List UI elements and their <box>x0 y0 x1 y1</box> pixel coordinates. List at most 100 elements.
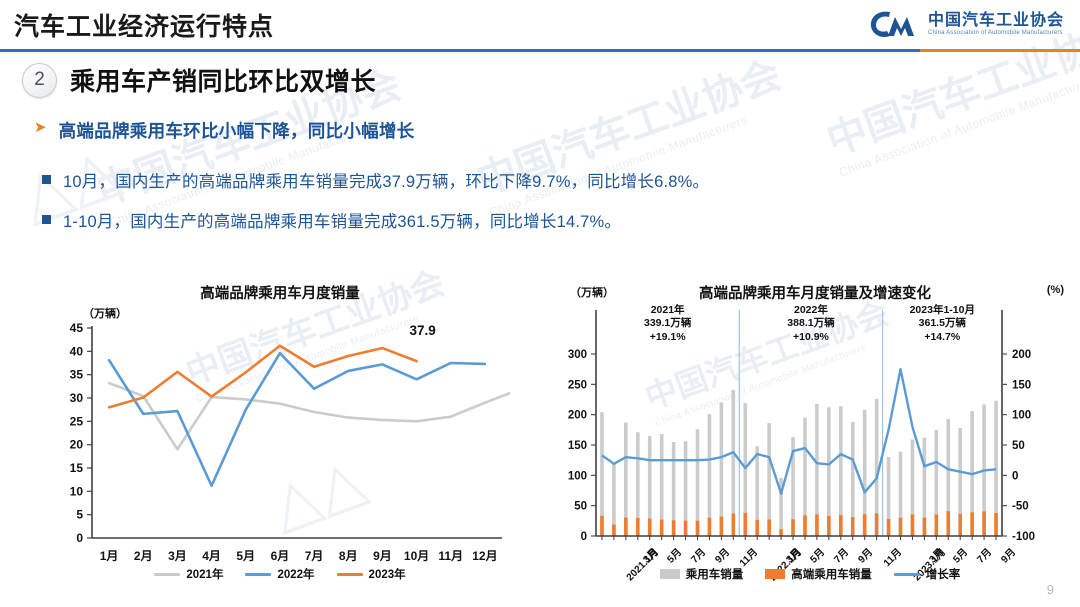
bar-passenger-sales <box>827 407 831 536</box>
bullet-item: 1-10月，国内生产的高端品牌乘用车销量完成361.5万辆，同比增长14.7%。 <box>42 208 621 232</box>
right-chart-y-tick-left: 50 <box>574 501 587 513</box>
legend-item[interactable]: 增长率 <box>893 566 961 582</box>
left-chart-title: 高端品牌乘用车月度销量 <box>200 286 360 302</box>
right-chart-y-tick-left: 250 <box>568 379 587 391</box>
right-chart-y-tick-right: 150 <box>1012 379 1031 391</box>
bar-premium-sales <box>695 520 700 536</box>
right-chart-y-tick-right: -50 <box>1012 501 1029 513</box>
legend-item[interactable]: 乘用车销量 <box>659 566 744 582</box>
legend-item[interactable]: 2023年 <box>336 566 406 582</box>
bar-premium-sales <box>803 515 807 536</box>
bar-passenger-sales <box>839 406 843 536</box>
left-chart-y-tick: 25 <box>70 414 84 428</box>
bar-premium-sales <box>862 514 867 536</box>
bar-passenger-sales <box>874 398 879 536</box>
left-chart-x-tick: 9月 <box>373 549 392 563</box>
legend-item[interactable]: 2021年 <box>154 566 223 582</box>
right-chart-plot: 0 50 100 150 200 250 300 -100 -50 0 50 100 150 200 <box>568 310 1035 543</box>
bar-premium-sales <box>791 519 795 536</box>
square-bullet-icon <box>42 215 51 224</box>
right-chart-title: 高端品牌乘用车月度销量及增速变化 <box>699 286 931 302</box>
annotation-line: 361.5万辆 <box>918 317 966 330</box>
legend-swatch-icon <box>336 572 363 576</box>
header-divider <box>0 49 1080 52</box>
section-heading: 2 乘用车产销同比环比双增长 <box>22 62 376 98</box>
left-chart-x-tick: 6月 <box>271 549 290 563</box>
annotation-line: 2022年 <box>794 304 828 316</box>
right-chart-y-tick-right: -100 <box>1012 531 1035 543</box>
bar-premium-sales <box>755 519 759 536</box>
bar-passenger-sales <box>600 412 604 536</box>
bar-premium-sales <box>659 519 664 536</box>
legend-label: 2021年 <box>186 569 224 581</box>
right-chart-y-tick-right: 200 <box>1012 349 1031 361</box>
year-summary-annotation: 2023年1-10月 361.5万辆 +14.7% <box>882 304 1002 344</box>
left-chart-y-tick: 30 <box>70 391 84 405</box>
caam-logo-main: 中国汽车工业协会 <box>927 12 1064 29</box>
bar-passenger-sales <box>647 435 652 536</box>
left-chart-y-tick: 15 <box>70 461 84 475</box>
bar-passenger-sales <box>779 477 783 536</box>
right-chart-y-tick-left: 150 <box>568 440 587 452</box>
lead-bullet: ➤ 高端品牌乘用车环比小幅下降，同比小幅增长 <box>34 118 415 143</box>
bar-passenger-sales <box>767 423 771 536</box>
bar-premium-sales <box>994 513 998 536</box>
bar-passenger-sales <box>934 429 939 536</box>
bar-premium-sales <box>827 515 831 536</box>
bar-passenger-sales <box>994 400 998 536</box>
bar-passenger-sales <box>624 422 628 536</box>
bar-passenger-sales <box>898 451 903 536</box>
left-chart-x-tick: 11月 <box>438 549 463 563</box>
annotation-line: 388.1万辆 <box>787 317 835 330</box>
bar-passenger-sales <box>755 446 759 536</box>
left-chart-y-tick: 20 <box>70 438 84 452</box>
bar-line-chart-sales-growth: 高端品牌乘用车月度销量及增速变化 （万辆） (%) 0 50 100 150 200 25… <box>550 278 1070 598</box>
left-chart-y-tick: 45 <box>70 321 84 335</box>
year-summary-annotation: 2021年 339.1万辆 +19.1% <box>608 304 728 344</box>
lead-bullet-text: 高端品牌乘用车环比小幅下降，同比小幅增长 <box>58 121 415 141</box>
bar-premium-sales <box>719 516 724 536</box>
caam-logo: 中国汽车工业协会 China Association of Automobile… <box>868 9 1064 39</box>
left-chart-x-tick: 3月 <box>168 549 187 563</box>
bar-passenger-sales <box>850 421 855 536</box>
right-chart-y-tick-right: 0 <box>1012 470 1018 482</box>
legend-item[interactable]: 2022年 <box>245 566 315 582</box>
bar-passenger-sales <box>695 429 700 536</box>
bar-premium-sales <box>886 519 891 536</box>
legend-label: 高端乘用车销量 <box>791 569 872 581</box>
bar-passenger-sales <box>791 437 795 536</box>
left-chart-y-tick: 35 <box>70 368 84 382</box>
left-chart-legend: 2021年 2022年 2023年 <box>100 566 460 582</box>
arrow-bullet-icon: ➤ <box>34 119 47 136</box>
header-divider-accent <box>920 49 1080 52</box>
right-chart-y-unit-right: (%) <box>1046 284 1064 296</box>
bar-passenger-sales <box>922 437 927 536</box>
bar-premium-sales <box>683 520 688 536</box>
watermark: 中国汽车工业协会 China Association of Automobile … <box>471 52 787 220</box>
legend-swatch-icon <box>245 572 272 576</box>
legend-label: 乘用车销量 <box>685 569 744 581</box>
bar-passenger-sales <box>683 441 688 536</box>
line-chart-monthly-sales: 高端品牌乘用车月度销量 （万辆） 0 5 10 15 20 25 30 35 40 45 1月 2月 3… <box>40 278 510 598</box>
right-chart-y-tick-left: 0 <box>581 531 587 543</box>
legend-item[interactable]: 高端乘用车销量 <box>765 566 872 582</box>
annotation-line: +14.7% <box>924 330 961 343</box>
bar-passenger-sales <box>815 403 819 536</box>
left-chart-y-tick: 40 <box>70 344 84 358</box>
caam-logo-text: 中国汽车工业协会 China Association of Automobile… <box>928 12 1064 36</box>
bar-premium-sales <box>779 529 783 536</box>
legend-label: 增长率 <box>925 569 961 581</box>
bar-passenger-sales <box>719 402 724 536</box>
bar-passenger-sales <box>862 409 867 536</box>
left-chart-series-2022年 <box>107 351 487 488</box>
year-summary-annotation: 2022年 388.1万辆 +10.9% <box>751 304 871 344</box>
bullet-text: 1-10月，国内生产的高端品牌乘用车销量完成361.5万辆，同比增长14.7%。 <box>63 213 622 231</box>
caam-logo-icon <box>868 9 920 39</box>
annotation-line: 339.1万辆 <box>644 317 692 330</box>
bar-premium-sales <box>767 519 771 536</box>
right-chart-y-tick-right: 50 <box>1012 440 1025 452</box>
bar-premium-sales <box>910 514 915 536</box>
bar-premium-sales <box>815 514 819 536</box>
annotation-line: +10.9% <box>792 330 829 343</box>
